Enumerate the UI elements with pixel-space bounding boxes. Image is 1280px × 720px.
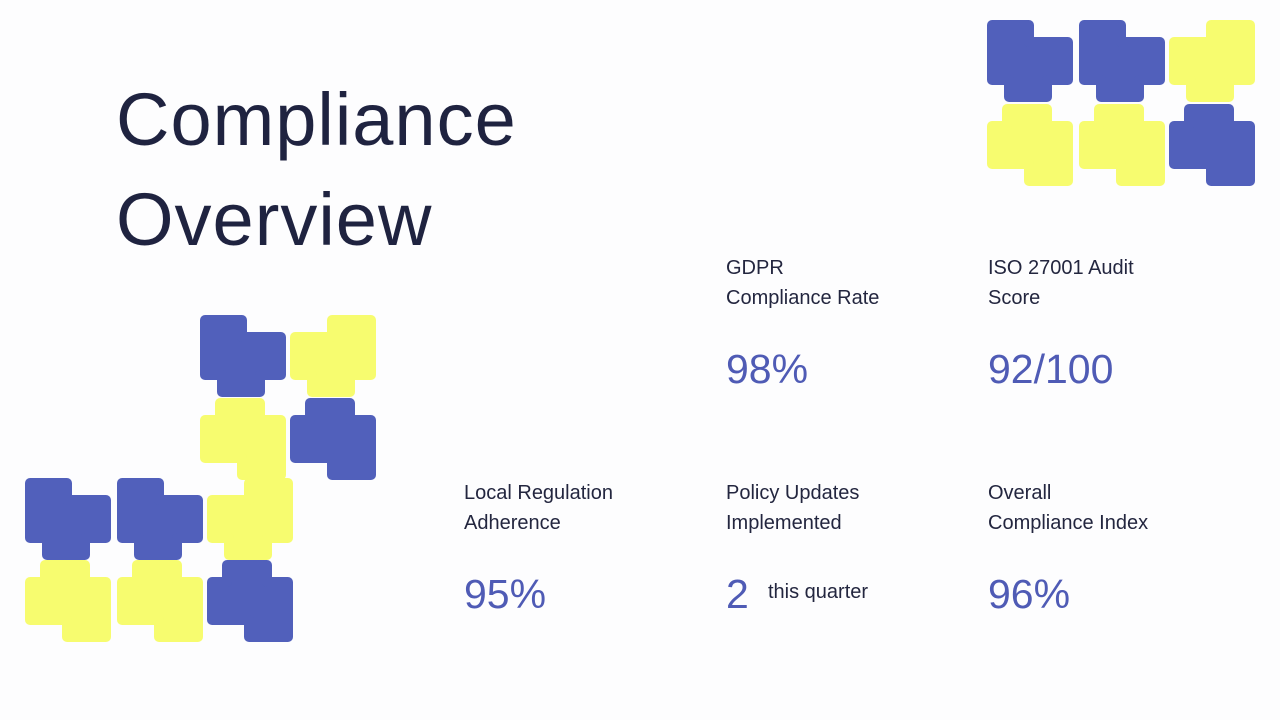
stat-label: Overall Compliance Index [988, 482, 1149, 534]
stat-label: GDPR Compliance Rate [726, 257, 880, 309]
stat-gdpr: GDPR Compliance Rate 98% [726, 253, 966, 390]
puzzle-tile-icon [117, 560, 203, 642]
puzzle-tile-icon [1079, 20, 1165, 102]
puzzle-tile-icon [207, 560, 293, 642]
puzzle-tile-icon [290, 315, 376, 397]
stat-value: 2 [726, 571, 749, 617]
puzzle-tile-icon [117, 478, 203, 560]
stat-label: ISO 27001 Audit Score [988, 257, 1134, 309]
stat-overall-index: Overall Compliance Index 96% [988, 478, 1228, 615]
puzzle-tile-icon [25, 560, 111, 642]
stat-unit: this quarter [768, 581, 869, 603]
puzzle-tile-icon [987, 20, 1073, 102]
stat-value: 95% [464, 571, 547, 617]
stat-label: Local Regulation Adherence [464, 482, 613, 534]
title-line-1: Compliance [116, 78, 517, 161]
title-line-2: Overview [116, 178, 433, 261]
puzzle-tile-icon [200, 398, 286, 480]
puzzle-tile-icon [200, 315, 286, 397]
stat-value: 92/100 [988, 346, 1114, 392]
stat-iso: ISO 27001 Audit Score 92/100 [988, 253, 1228, 390]
puzzle-tile-icon [1169, 104, 1255, 186]
puzzle-tile-icon [1169, 20, 1255, 102]
page-title: Compliance Overview [116, 70, 517, 270]
puzzle-tile-icon [987, 104, 1073, 186]
stat-local-regulation: Local Regulation Adherence 95% [464, 478, 704, 615]
puzzle-tile-icon [1079, 104, 1165, 186]
puzzle-tile-icon [25, 478, 111, 560]
stat-label: Policy Updates Implemented [726, 482, 860, 534]
stat-policy-updates: Policy Updates Implemented 2 this quarter [726, 478, 966, 615]
puzzle-tile-icon [290, 398, 376, 480]
stat-value: 98% [726, 346, 809, 392]
puzzle-tile-icon [207, 478, 293, 560]
stat-value: 96% [988, 571, 1071, 617]
